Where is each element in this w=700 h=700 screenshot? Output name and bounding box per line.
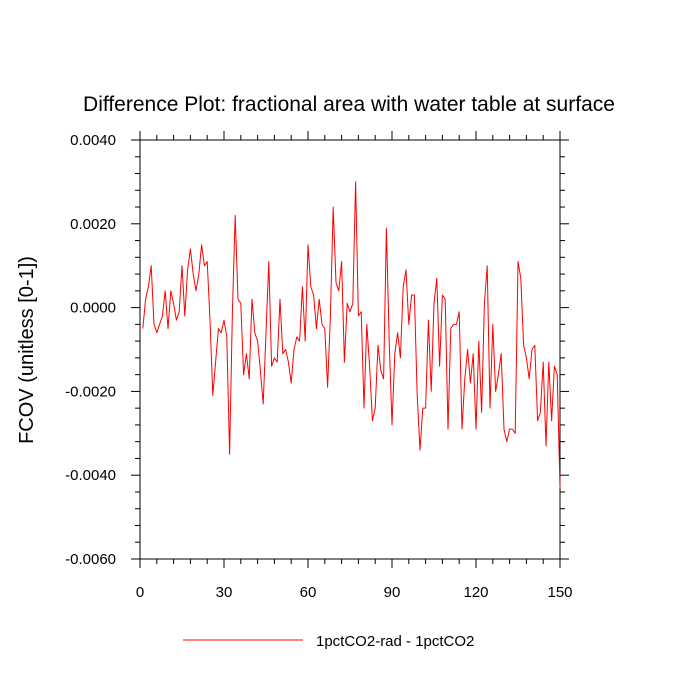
y-tick-label: 0.0040 bbox=[70, 132, 116, 149]
y-tick-label: -0.0040 bbox=[65, 467, 116, 484]
x-tick-label: 120 bbox=[463, 584, 488, 601]
axis-tick-labels: 0 30 60 90 120 150 -0.0060 -0.0040 -0.0020 0.0000… bbox=[65, 132, 572, 601]
x-tick-label: 150 bbox=[547, 584, 572, 601]
y-axis-label: FCOV (unitless [0-1]) bbox=[16, 256, 38, 444]
series-line bbox=[142, 181, 561, 488]
y-tick-label: -0.0020 bbox=[65, 383, 116, 400]
x-tick-label: 30 bbox=[216, 584, 233, 601]
y-tick-label: 0.0000 bbox=[70, 300, 116, 317]
y-tick-label: 0.0020 bbox=[70, 216, 116, 233]
legend: 1pctCO2-rad - 1pctCO2 bbox=[183, 633, 474, 650]
axis-ticks bbox=[131, 131, 569, 568]
x-tick-label: 60 bbox=[300, 584, 317, 601]
legend-label: 1pctCO2-rad - 1pctCO2 bbox=[316, 633, 474, 650]
series-layer bbox=[142, 181, 561, 488]
plot-frame bbox=[139, 139, 561, 560]
y-tick-label: -0.0060 bbox=[65, 551, 116, 568]
x-tick-label: 0 bbox=[136, 584, 144, 601]
x-tick-label: 90 bbox=[384, 584, 401, 601]
chart-title: Difference Plot: fractional area with wa… bbox=[83, 93, 615, 116]
